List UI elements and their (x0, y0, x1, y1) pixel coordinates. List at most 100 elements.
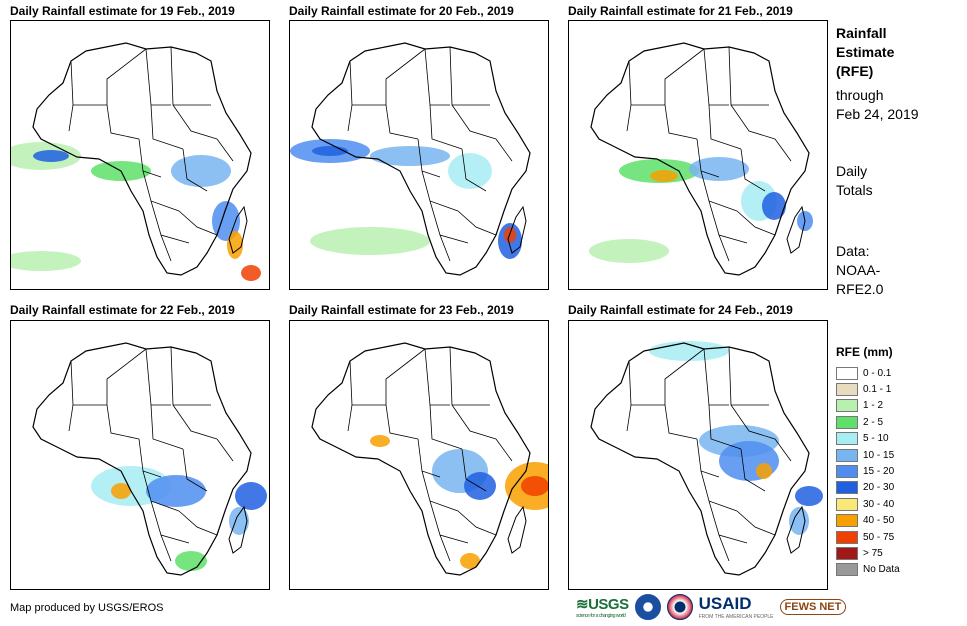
legend-swatch (836, 481, 858, 495)
legend-label: 0 - 0.1 (863, 367, 892, 379)
africa-map (589, 42, 813, 276)
noaa-logo (634, 594, 661, 620)
side-data-line: Data: (836, 243, 870, 259)
country-border (347, 104, 353, 132)
side-data-line: RFE2.0 (836, 281, 884, 297)
continent-outline (311, 42, 531, 276)
legend-item: 20 - 30 (836, 480, 900, 496)
country-border (628, 360, 665, 406)
legend-item: 10 - 15 (836, 447, 900, 463)
country-border (385, 348, 426, 405)
panel-title-3: Daily Rainfall estimate for 21 Feb., 201… (568, 4, 793, 18)
country-border (736, 210, 776, 236)
legend-swatch (836, 465, 858, 479)
usaid-name: USAID (698, 594, 752, 613)
country-border (150, 200, 190, 244)
legend-item: 1 - 2 (836, 398, 900, 414)
legend-swatch (836, 366, 858, 380)
rainfall-area (504, 227, 516, 243)
legend-swatch (836, 497, 858, 511)
legend-rows: 0 - 0.1 0.1 - 1 1 - 2 2 - 5 5 - 10 10 - 15 15 … (836, 365, 900, 578)
legend-swatch (836, 448, 858, 462)
continent-outline (590, 42, 810, 276)
legend: RFE (mm) 0 - 0.1 0.1 - 1 1 - 2 2 - 5 5 - 10 1… (836, 345, 900, 578)
country-border (774, 438, 792, 462)
country-border (628, 60, 665, 106)
rainfall-area (370, 146, 450, 166)
country-border (170, 346, 211, 406)
madagascar-outline (786, 505, 806, 554)
rainfall-area (464, 472, 496, 500)
legend-label: > 75 (863, 547, 883, 559)
legend-label: 50 - 75 (863, 531, 895, 543)
country-border (495, 438, 513, 462)
legend-swatch (836, 514, 858, 528)
side-through-line: Feb 24, 2019 (836, 106, 919, 122)
rainfall-area (370, 435, 390, 447)
country-border (70, 360, 107, 406)
usgs-tagline: science for a changing world (576, 613, 626, 619)
country-border (664, 104, 698, 140)
legend-swatch (836, 432, 858, 446)
rainfall-area (212, 201, 240, 241)
country-border (70, 60, 107, 106)
side-title: Rainfall Estimate (RFE) (836, 24, 894, 81)
country-border (424, 48, 450, 106)
legend-label: 1 - 2 (863, 400, 884, 412)
logo-bar: ≋USGS science for a changing world USAID F… (576, 594, 847, 620)
africa-map (590, 341, 823, 576)
country-border (160, 534, 172, 562)
country-border (664, 348, 705, 405)
country-border (708, 104, 742, 150)
rainfall-area (111, 483, 131, 499)
rainfall-area (756, 463, 772, 479)
country-border (385, 404, 419, 440)
rainfall-area (11, 251, 81, 271)
country-border (728, 346, 769, 406)
country-border (106, 348, 147, 405)
side-totals-line: Daily (836, 163, 868, 179)
country-border (106, 404, 140, 440)
map-panel-4 (10, 320, 270, 590)
legend-item: 5 - 10 (836, 431, 900, 447)
rainfall-area (310, 227, 430, 255)
side-data: Data: NOAA- RFE2.0 (836, 242, 883, 299)
country-border (170, 46, 211, 106)
country-border (457, 210, 497, 236)
madagascar-outline (786, 205, 806, 254)
continent-outline (32, 342, 252, 576)
legend-label: 5 - 10 (863, 433, 889, 445)
madagascar-outline (228, 505, 248, 554)
country-border (216, 438, 234, 462)
country-border (740, 448, 766, 492)
legend-item: 15 - 20 (836, 463, 900, 479)
country-border (718, 534, 730, 562)
country-border (730, 404, 776, 440)
rainfall-area (227, 231, 243, 259)
country-border (728, 46, 769, 106)
legend-label: 30 - 40 (863, 498, 895, 510)
side-data-line: NOAA- (836, 262, 881, 278)
rainfall-area (175, 551, 207, 571)
legend-swatch (836, 530, 858, 544)
country-border (439, 534, 451, 562)
country-border (449, 346, 490, 406)
rainfall-area (241, 265, 261, 281)
legend-item: 0 - 0.1 (836, 365, 900, 381)
country-border (730, 104, 776, 140)
legend-label: 40 - 50 (863, 515, 895, 527)
rainfall-area (33, 150, 69, 162)
legend-item: No Data (836, 562, 900, 578)
panel-title-5: Daily Rainfall estimate for 23 Feb., 201… (289, 303, 514, 317)
country-border (495, 138, 513, 162)
country-border (703, 48, 729, 106)
country-border (182, 148, 208, 192)
rainfall-area (229, 507, 249, 535)
country-border (145, 48, 171, 106)
legend-label: 10 - 15 (863, 449, 895, 461)
fews-net-logo: FEWS NET (779, 599, 847, 615)
map-panel-2 (289, 20, 549, 290)
country-border (736, 510, 776, 536)
country-border (347, 404, 353, 432)
rainfall-area (589, 239, 669, 263)
